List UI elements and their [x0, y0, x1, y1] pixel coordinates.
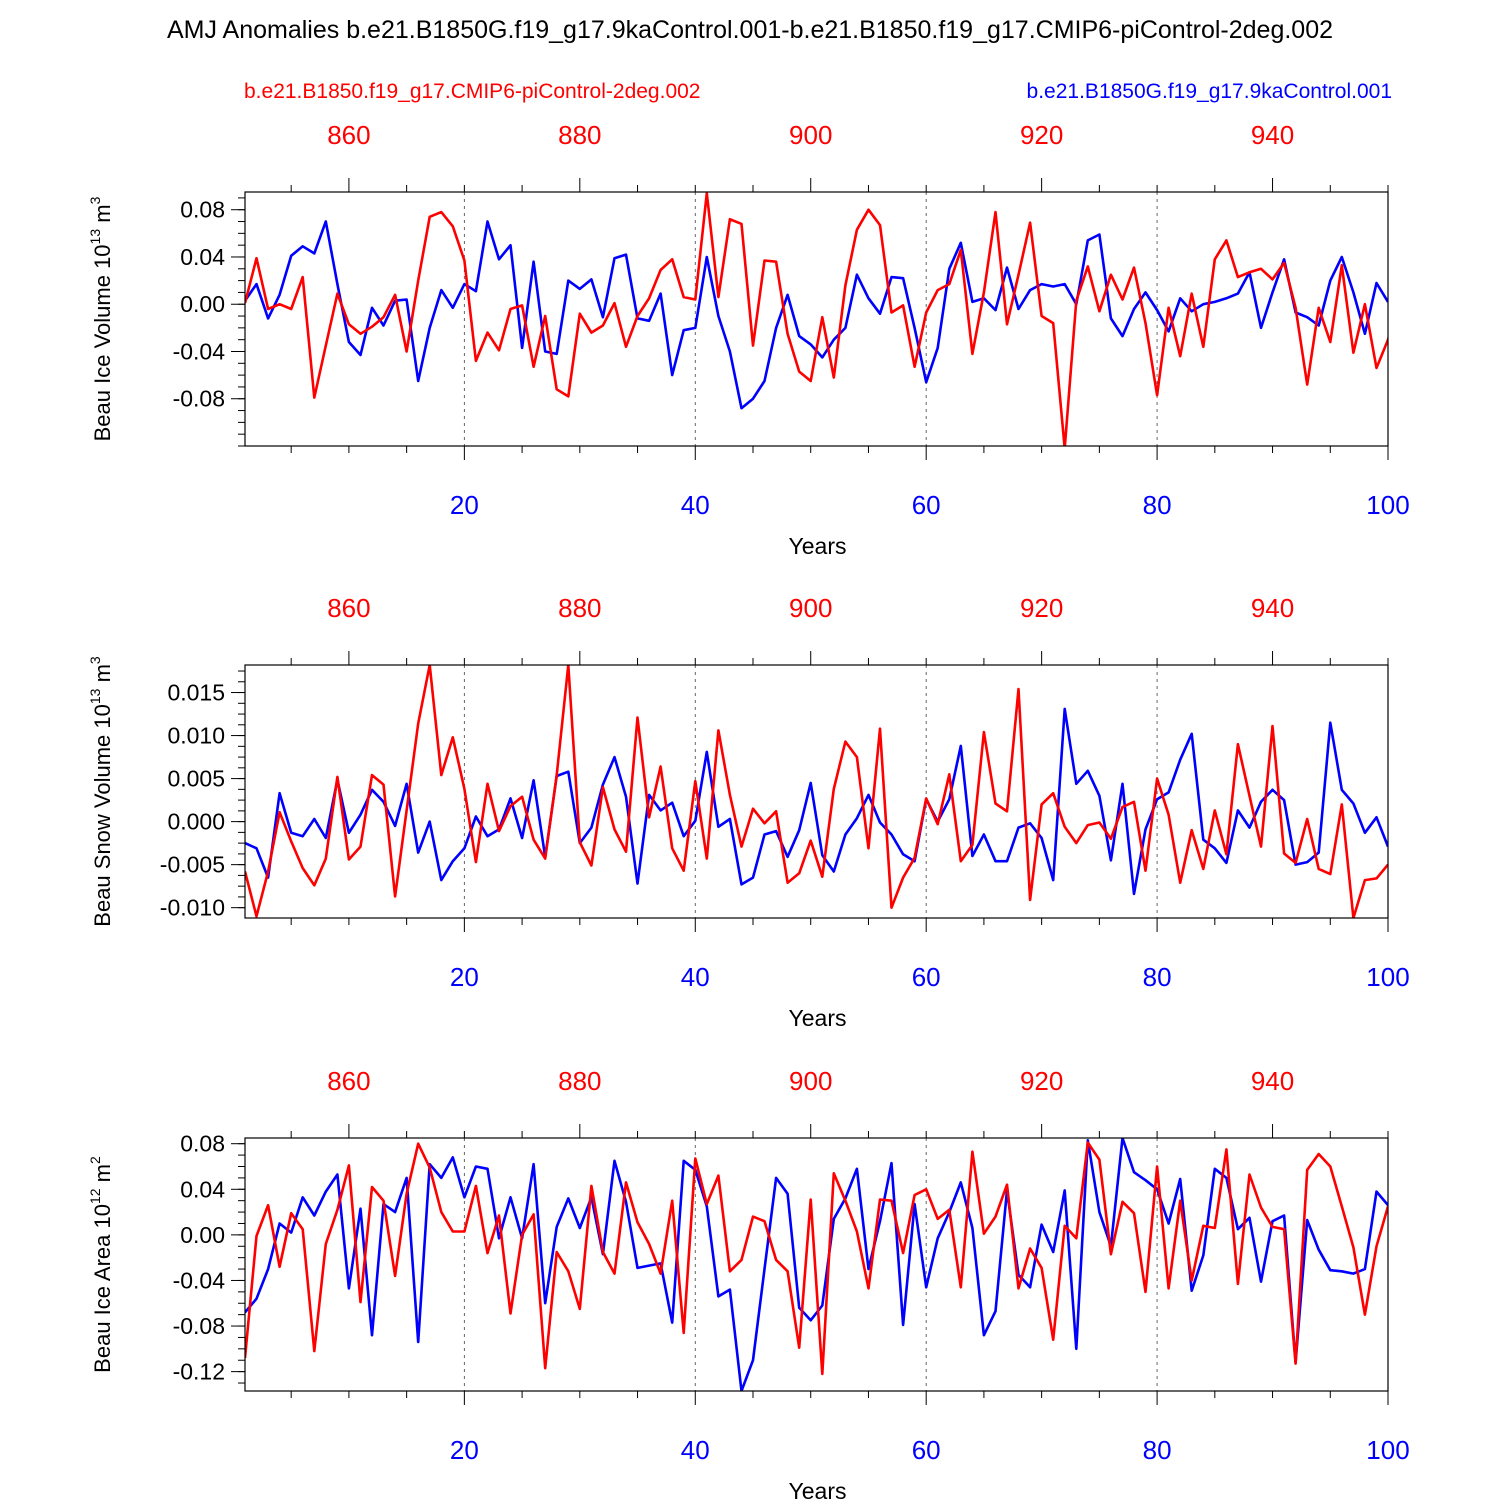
x-tick-label-bottom: 80 [1143, 1435, 1172, 1465]
y-tick-label: 0.04 [180, 1176, 225, 1202]
plot-frame [244, 191, 1389, 447]
y-tick-label: -0.010 [160, 895, 225, 921]
x-tick-label-bottom: 60 [912, 1435, 941, 1465]
series-line-blue [245, 220, 1388, 410]
panel-1: 0.08 0.04 0.00 -0.04 -0.08 20 40 60 80 100 860 880 9… [87, 120, 1410, 559]
x-tick-label-top: 880 [558, 1066, 601, 1096]
x-tick-label-top: 940 [1251, 120, 1294, 150]
x-tick-label-top: 880 [558, 593, 601, 623]
x-tick-label-bottom: 40 [681, 1435, 710, 1465]
x-tick-label-top: 860 [327, 120, 370, 150]
y-tick-label: -0.08 [173, 1313, 225, 1339]
legend-red-run: b.e21.B1850.f19_g17.CMIP6-piControl-2deg… [244, 80, 701, 103]
x-tick-label-top: 860 [327, 1066, 370, 1096]
y-tick-label: -0.12 [173, 1359, 225, 1385]
y-tick-label: 0.015 [167, 680, 225, 706]
y-tick-label: 0.08 [180, 1131, 225, 1157]
x-tick-label-top: 940 [1251, 593, 1294, 623]
x-tick-label-bottom: 20 [450, 490, 479, 520]
series-line-red [245, 192, 1388, 446]
x-tick-label-bottom: 40 [681, 490, 710, 520]
x-tick-label-bottom: 20 [450, 962, 479, 992]
x-tick-label-top: 880 [558, 120, 601, 150]
y-tick-label: 0.00 [180, 1222, 225, 1248]
x-tick-label-top: 920 [1020, 1066, 1063, 1096]
series-line-blue [245, 1138, 1388, 1391]
plot-frame [244, 1137, 1389, 1392]
y-tick-label: 0.000 [167, 809, 225, 835]
series-line-red [245, 1141, 1388, 1376]
panel-2: 0.015 0.010 0.005 0.000 -0.005 -0.010 20 40 60 80… [87, 593, 1410, 1031]
x-tick-label-top: 920 [1020, 593, 1063, 623]
x-tick-label-bottom: 60 [912, 490, 941, 520]
y-tick-label: 0.00 [180, 291, 225, 317]
y-tick-label: -0.04 [173, 1267, 226, 1293]
y-tick-label: -0.04 [173, 338, 226, 364]
x-tick-label-bottom: 40 [681, 962, 710, 992]
x-tick-label-top: 940 [1251, 1066, 1294, 1096]
x-tick-label-top: 900 [789, 1066, 832, 1096]
plot-frame [244, 664, 1389, 919]
y-axis-label: Beau Ice Area 1012 m2 [87, 1156, 115, 1373]
y-tick-label: 0.005 [167, 766, 225, 792]
y-tick-label: 0.08 [180, 197, 225, 223]
x-tick-label-bottom: 60 [912, 962, 941, 992]
x-tick-label-top: 900 [789, 593, 832, 623]
y-tick-label: -0.08 [173, 386, 225, 412]
x-axis-label: Years [789, 533, 847, 559]
x-tick-label-bottom: 100 [1366, 1435, 1409, 1465]
y-tick-label: 0.010 [167, 723, 225, 749]
x-tick-label-top: 900 [789, 120, 832, 150]
x-tick-label-top: 920 [1020, 120, 1063, 150]
x-tick-label-bottom: 100 [1366, 962, 1409, 992]
y-tick-label: -0.005 [160, 852, 225, 878]
x-axis-label: Years [789, 1005, 847, 1031]
y-axis-label: Beau Ice Volume 1013 m3 [87, 196, 115, 441]
chart-title: AMJ Anomalies b.e21.B1850G.f19_g17.9kaCo… [166, 16, 1334, 44]
y-axis-label: Beau Snow Volume 1013 m3 [87, 656, 115, 927]
series-line-blue [245, 707, 1388, 896]
series-line-red [245, 665, 1388, 918]
x-tick-label-bottom: 20 [450, 1435, 479, 1465]
x-tick-label-bottom: 100 [1366, 490, 1409, 520]
y-tick-label: 0.04 [180, 244, 225, 270]
x-tick-label-bottom: 80 [1143, 962, 1172, 992]
x-tick-label-top: 860 [327, 593, 370, 623]
panel-3: 0.08 0.04 0.00 -0.04 -0.08 -0.12 20 40 60 80 100 86… [87, 1066, 1410, 1500]
x-tick-label-bottom: 80 [1143, 490, 1172, 520]
legend-blue-run: b.e21.B1850G.f19_g17.9kaControl.001 [1026, 80, 1392, 103]
x-axis-label: Years [789, 1478, 847, 1500]
